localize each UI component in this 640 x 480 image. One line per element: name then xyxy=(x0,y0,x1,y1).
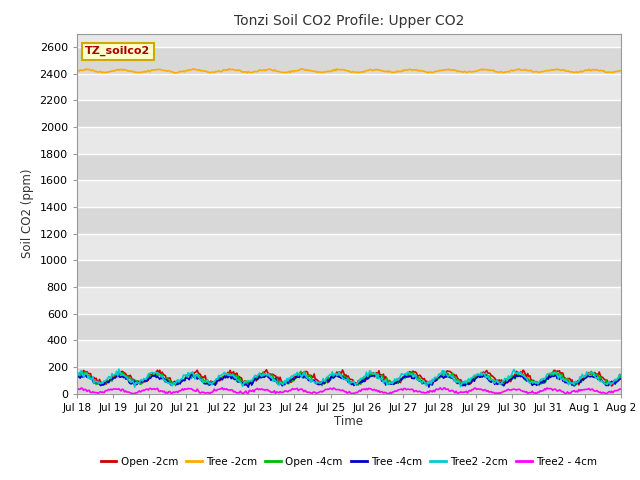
Tree2 - 4cm xyxy=(406,387,413,393)
Line: Open -2cm: Open -2cm xyxy=(77,370,621,386)
Open -2cm xyxy=(303,369,311,375)
Tree -4cm xyxy=(404,373,412,379)
Tree -4cm xyxy=(303,375,311,381)
Open -2cm xyxy=(262,367,270,372)
Tree2 - 4cm xyxy=(73,387,81,393)
Legend: Open -2cm, Tree -2cm, Open -4cm, Tree -4cm, Tree2 -2cm, Tree2 - 4cm: Open -2cm, Tree -2cm, Open -4cm, Tree -4… xyxy=(97,453,601,471)
Tree -4cm xyxy=(244,384,252,390)
Open -2cm xyxy=(608,383,616,389)
Tree -4cm xyxy=(617,376,625,382)
Open -4cm xyxy=(406,371,413,377)
Tree -2cm xyxy=(406,66,413,72)
Open -4cm xyxy=(475,372,483,378)
Tree2 - 4cm xyxy=(617,386,625,392)
Tree -2cm xyxy=(380,68,387,74)
Bar xyxy=(77,287,621,313)
Bar xyxy=(77,313,621,340)
Open -2cm xyxy=(73,374,81,380)
Tree -2cm xyxy=(244,69,252,74)
Bar xyxy=(77,367,621,394)
Tree -2cm xyxy=(569,69,577,75)
Open -2cm xyxy=(242,379,250,384)
Bar xyxy=(77,47,621,73)
Tree2 -2cm xyxy=(380,380,387,386)
Bar xyxy=(77,180,621,207)
Line: Tree2 -2cm: Tree2 -2cm xyxy=(77,369,621,387)
Open -2cm xyxy=(404,372,412,377)
Bar xyxy=(77,73,621,100)
Tree2 -2cm xyxy=(569,380,577,385)
Tree -2cm xyxy=(305,68,312,73)
Tree2 - 4cm xyxy=(218,385,226,391)
Tree2 -2cm xyxy=(406,371,413,377)
Tree2 - 4cm xyxy=(475,386,483,392)
Tree2 -2cm xyxy=(244,378,252,384)
Open -4cm xyxy=(617,374,625,380)
Tree2 -2cm xyxy=(475,372,483,378)
Tree -2cm xyxy=(73,68,81,74)
Tree -4cm xyxy=(475,374,483,380)
Open -4cm xyxy=(172,383,179,388)
Tree2 - 4cm xyxy=(569,388,577,394)
Bar xyxy=(77,207,621,234)
Open -2cm xyxy=(568,377,576,383)
Tree -2cm xyxy=(225,66,233,72)
Tree2 - 4cm xyxy=(305,389,312,395)
Tree -2cm xyxy=(475,67,483,73)
X-axis label: Time: Time xyxy=(334,415,364,429)
Tree -2cm xyxy=(617,68,625,73)
Tree -4cm xyxy=(443,371,451,377)
Open -4cm xyxy=(305,373,312,379)
Tree2 -2cm xyxy=(115,366,123,372)
Tree2 - 4cm xyxy=(95,391,102,396)
Bar xyxy=(77,340,621,367)
Open -2cm xyxy=(474,373,481,379)
Tree -4cm xyxy=(378,379,386,384)
Tree -4cm xyxy=(242,381,250,387)
Line: Tree2 - 4cm: Tree2 - 4cm xyxy=(77,388,621,394)
Text: TZ_soilco2: TZ_soilco2 xyxy=(85,46,150,57)
Bar xyxy=(77,100,621,127)
Open -4cm xyxy=(297,369,305,374)
Title: Tonzi Soil CO2 Profile: Upper CO2: Tonzi Soil CO2 Profile: Upper CO2 xyxy=(234,14,464,28)
Tree2 - 4cm xyxy=(244,390,252,396)
Tree2 -2cm xyxy=(617,372,625,377)
Open -4cm xyxy=(243,381,251,387)
Bar xyxy=(77,127,621,154)
Bar xyxy=(77,154,621,180)
Bar xyxy=(77,234,621,260)
Line: Open -4cm: Open -4cm xyxy=(77,372,621,385)
Open -4cm xyxy=(380,377,387,383)
Open -2cm xyxy=(378,372,386,378)
Open -2cm xyxy=(617,373,625,379)
Tree2 -2cm xyxy=(305,376,312,382)
Tree -4cm xyxy=(569,382,577,387)
Tree -4cm xyxy=(73,375,81,381)
Tree -2cm xyxy=(171,70,179,76)
Tree2 - 4cm xyxy=(380,390,387,396)
Line: Tree -2cm: Tree -2cm xyxy=(77,69,621,73)
Y-axis label: Soil CO2 (ppm): Soil CO2 (ppm) xyxy=(21,169,34,258)
Open -4cm xyxy=(73,374,81,380)
Bar xyxy=(77,260,621,287)
Tree2 -2cm xyxy=(73,374,81,380)
Tree2 -2cm xyxy=(131,384,139,390)
Line: Tree -4cm: Tree -4cm xyxy=(77,374,621,387)
Open -4cm xyxy=(569,382,577,388)
